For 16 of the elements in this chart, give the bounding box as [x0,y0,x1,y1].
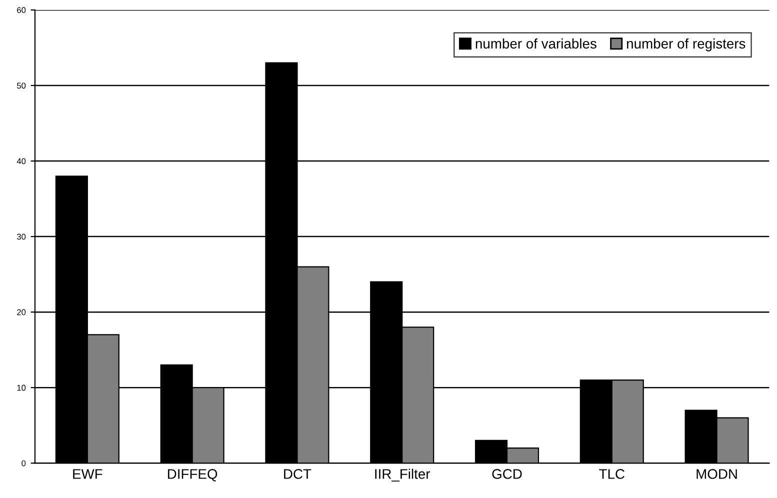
x-tick-label: DCT [284,469,312,479]
y-tick-label: 0 [22,460,26,466]
y-tick-label: 50 [17,82,26,89]
x-tick-label: DIFFEQ [168,469,218,482]
x-tick-label: TLC [599,469,624,479]
y-tick-label: 60 [17,7,26,14]
legend-label: number of registers [627,38,746,52]
y-tick-label: 20 [17,309,26,316]
y-tick-label: 30 [16,234,26,240]
y-tick-label: 10 [17,384,26,391]
x-tick-label: IIR_Filter [375,468,430,482]
y-tick-label: 40 [16,158,26,164]
legend-label: number of variables [476,38,596,49]
x-tick-label: MODN [696,469,737,479]
x-tick-label: EWF [73,469,102,479]
x-tick-label: GCD [492,469,522,479]
